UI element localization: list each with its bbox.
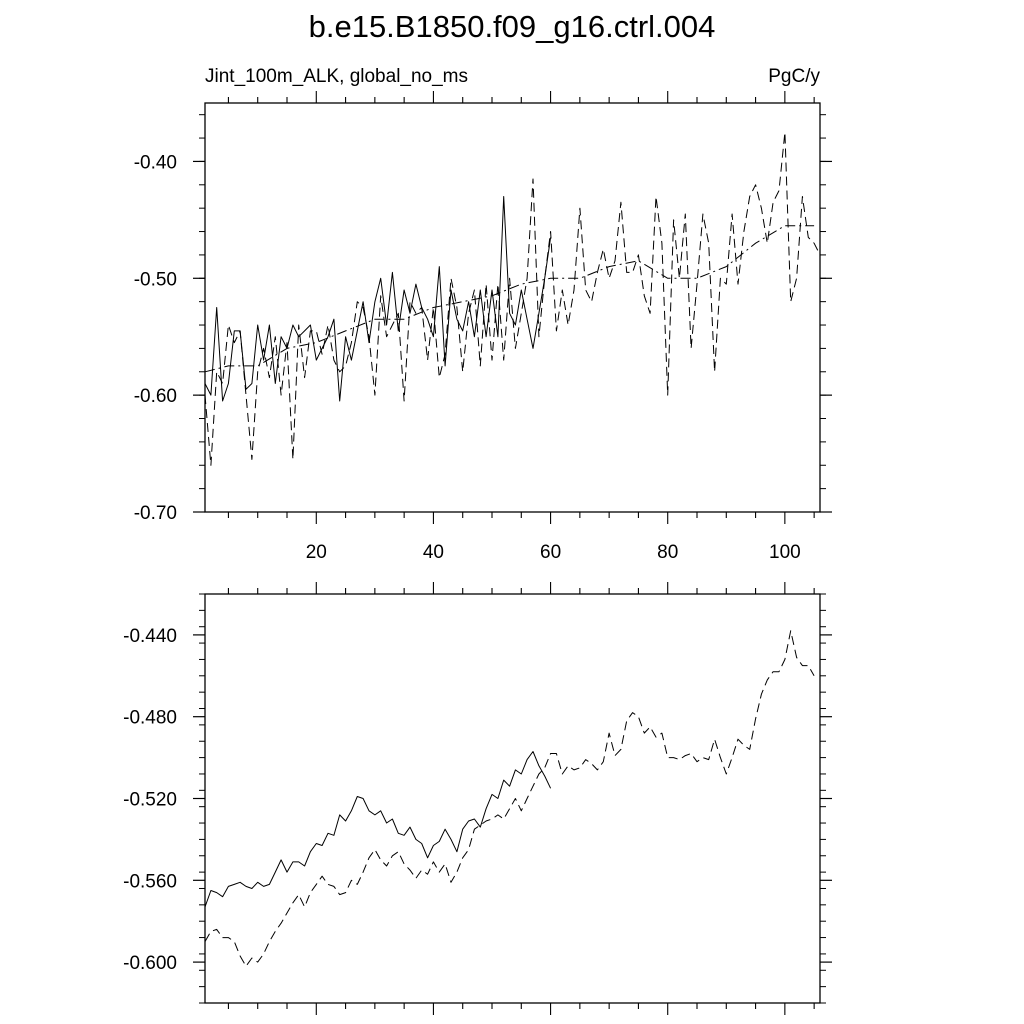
plot-frame bbox=[204, 102, 821, 513]
x-tick-label: 20 bbox=[306, 542, 327, 563]
series-line-dashed bbox=[204, 630, 815, 967]
x-tick-label: 60 bbox=[540, 542, 561, 563]
y-tick-label: -0.520 bbox=[123, 790, 177, 811]
series-line-dash-dot bbox=[204, 225, 815, 373]
y-tick-label: -0.70 bbox=[134, 503, 177, 524]
series-line-solid bbox=[204, 196, 552, 402]
left-string: Jint_100m_ALK, global_no_ms bbox=[205, 66, 468, 87]
top-panel: -0.40 -0.50 -0.60 -0.70 20 40 60 80 100 Jint_100m… bbox=[134, 66, 832, 563]
plot-frame bbox=[204, 593, 821, 1004]
y-tick-label: -0.60 bbox=[134, 386, 177, 407]
bottom-panel: -0.440 -0.480 -0.520 -0.560 -0.600 bbox=[123, 582, 832, 1015]
x-tick-label: 100 bbox=[769, 542, 801, 563]
y-tick-label: -0.480 bbox=[123, 708, 177, 729]
figure-title: b.e15.B1850.f09_g16.ctrl.004 bbox=[309, 9, 716, 44]
series-line-solid bbox=[204, 751, 552, 908]
y-tick-label: -0.560 bbox=[123, 871, 177, 892]
x-tick-label: 80 bbox=[657, 542, 678, 563]
y-tick-label: -0.600 bbox=[123, 953, 177, 974]
series-line-dashed bbox=[204, 131, 821, 466]
y-tick-label: -0.40 bbox=[134, 152, 177, 173]
y-tick-label: -0.50 bbox=[134, 269, 177, 290]
x-tick-label: 40 bbox=[423, 542, 444, 563]
y-tick-label: -0.440 bbox=[123, 626, 177, 647]
right-string: PgC/y bbox=[768, 66, 820, 87]
